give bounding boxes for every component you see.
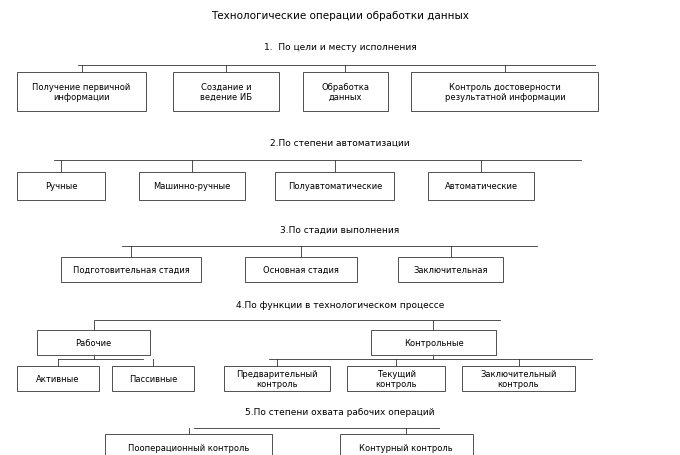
Text: Заключительная: Заключительная bbox=[413, 265, 488, 274]
Text: Текущий
контроль: Текущий контроль bbox=[375, 369, 417, 389]
Text: Создание и
ведение ИБ: Создание и ведение ИБ bbox=[200, 82, 252, 102]
Text: 2.По степени автоматизации: 2.По степени автоматизации bbox=[270, 139, 410, 148]
Text: 1.  По цели и месту исполнения: 1. По цели и месту исполнения bbox=[264, 43, 416, 52]
Text: 5.По степени охвата рабочих операций: 5.По степени охвата рабочих операций bbox=[245, 407, 435, 416]
FancyBboxPatch shape bbox=[139, 173, 245, 200]
Text: 4.По функции в технологическом процессе: 4.По функции в технологическом процессе bbox=[236, 300, 444, 309]
FancyBboxPatch shape bbox=[398, 257, 503, 282]
FancyBboxPatch shape bbox=[17, 173, 105, 200]
Text: Обработка
данных: Обработка данных bbox=[321, 82, 369, 102]
Text: Контурный контроль: Контурный контроль bbox=[360, 443, 453, 451]
Text: Основная стадия: Основная стадия bbox=[263, 265, 339, 274]
Text: Пассивные: Пассивные bbox=[129, 374, 177, 383]
Text: Автоматические: Автоматические bbox=[445, 182, 517, 191]
FancyBboxPatch shape bbox=[275, 173, 394, 200]
FancyBboxPatch shape bbox=[371, 330, 496, 355]
FancyBboxPatch shape bbox=[173, 73, 279, 111]
Text: Ручные: Ручные bbox=[45, 182, 78, 191]
FancyBboxPatch shape bbox=[245, 257, 357, 282]
FancyBboxPatch shape bbox=[303, 73, 388, 111]
FancyBboxPatch shape bbox=[17, 366, 99, 391]
Text: Контрольные: Контрольные bbox=[404, 338, 463, 347]
Text: Получение первичной
информации: Получение первичной информации bbox=[33, 82, 131, 102]
FancyBboxPatch shape bbox=[37, 330, 150, 355]
Text: Заключительный
контроль: Заключительный контроль bbox=[480, 369, 557, 389]
FancyBboxPatch shape bbox=[462, 366, 575, 391]
Text: Контроль достоверности
результатной информации: Контроль достоверности результатной инфо… bbox=[445, 82, 565, 102]
Text: Рабочие: Рабочие bbox=[75, 338, 112, 347]
Text: Машинно-ручные: Машинно-ручные bbox=[154, 182, 231, 191]
FancyBboxPatch shape bbox=[428, 173, 534, 200]
Text: Активные: Активные bbox=[36, 374, 80, 383]
FancyBboxPatch shape bbox=[224, 366, 330, 391]
Text: Полуавтоматические: Полуавтоматические bbox=[288, 182, 382, 191]
FancyBboxPatch shape bbox=[61, 257, 201, 282]
FancyBboxPatch shape bbox=[340, 435, 473, 455]
FancyBboxPatch shape bbox=[17, 73, 146, 111]
Text: Подготовительная стадия: Подготовительная стадия bbox=[73, 265, 189, 274]
Text: Технологические операции обработки данных: Технологические операции обработки данны… bbox=[211, 11, 469, 21]
FancyBboxPatch shape bbox=[105, 435, 272, 455]
Text: Предварительный
контроль: Предварительный контроль bbox=[237, 369, 318, 389]
Text: Пооперационный контроль: Пооперационный контроль bbox=[128, 443, 250, 451]
FancyBboxPatch shape bbox=[347, 366, 445, 391]
FancyBboxPatch shape bbox=[112, 366, 194, 391]
FancyBboxPatch shape bbox=[411, 73, 598, 111]
Text: 3.По стадии выполнения: 3.По стадии выполнения bbox=[280, 225, 400, 234]
